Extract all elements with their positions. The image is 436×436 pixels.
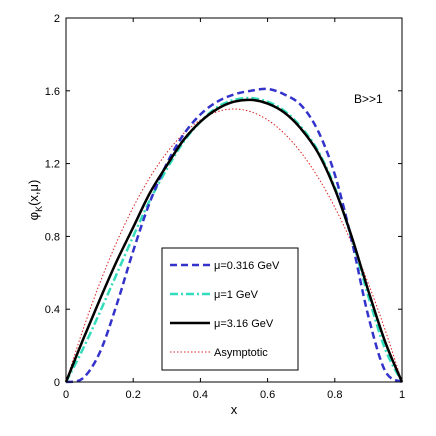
y-axis-label: φK(x,μ): [26, 180, 44, 221]
series-line-2: [64, 98, 404, 383]
x-axis-label: x: [231, 402, 238, 417]
legend-label: Asymptotic: [214, 347, 268, 359]
plot-frame: [65, 17, 403, 383]
legend-label: μ=1 GeV: [214, 289, 259, 301]
x-tick-label: 0.2: [126, 389, 141, 401]
series-layer: [64, 87, 404, 384]
x-tick-label: 0.4: [193, 389, 208, 401]
x-tick-label: 1: [399, 389, 405, 401]
y-axis-label-tail: (x,μ): [26, 180, 41, 206]
ticks-layer: 0 0.2 0.4 0.6 0.8 1 0 0.4 0.8 1.2 1.6 2: [45, 13, 405, 401]
y-tick-label: 1.6: [45, 86, 60, 98]
y-tick-label: 0.4: [45, 304, 60, 316]
legend: μ=0.316 GeV μ=1 GeV μ=3.16 GeV Asymptotic: [161, 247, 299, 371]
y-tick-label: 2: [54, 13, 60, 25]
legend-label: μ=0.316 GeV: [214, 260, 280, 272]
y-axis-label-main: φ: [26, 212, 41, 220]
x-tick-label: 0.6: [260, 389, 275, 401]
y-axis-label-sub: K: [34, 206, 44, 212]
y-tick-label: 0.8: [45, 231, 60, 243]
legend-label: μ=3.16 GeV: [214, 318, 274, 330]
svg-text:φK(x,μ): φK(x,μ): [26, 180, 44, 221]
x-tick-label: 0.8: [327, 389, 342, 401]
y-tick-label: 0: [54, 377, 60, 389]
legend-box: [161, 247, 299, 371]
y-tick-label: 1.2: [45, 159, 60, 171]
x-tick-label: 0: [63, 389, 69, 401]
annotation-text: B>>1: [354, 92, 383, 106]
